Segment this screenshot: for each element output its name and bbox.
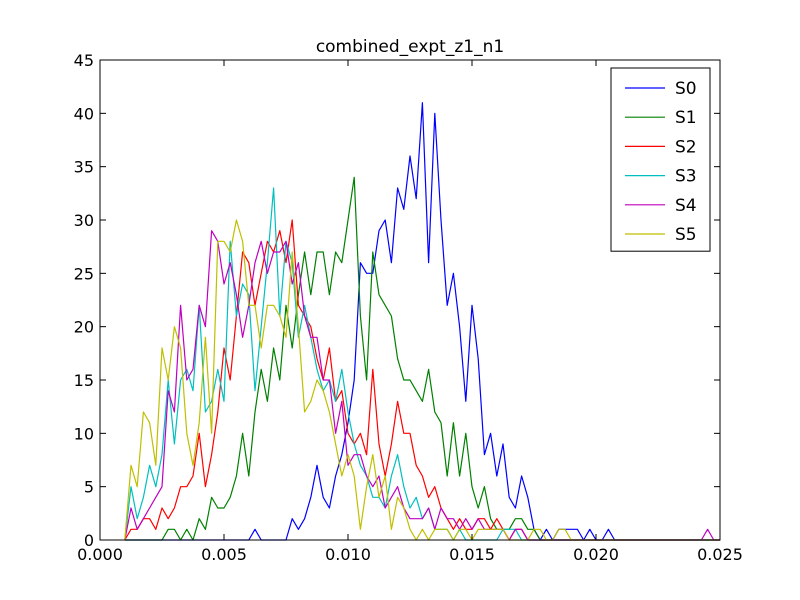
y-tick-label: 25 xyxy=(74,264,94,283)
legend-label-s1: S1 xyxy=(675,108,697,128)
y-tick-label: 45 xyxy=(74,51,94,70)
chart-title: combined_expt_z1_n1 xyxy=(316,37,504,57)
y-tick-label: 10 xyxy=(74,424,94,443)
legend-label-s2: S2 xyxy=(675,137,697,157)
legend-label-s3: S3 xyxy=(675,167,697,187)
y-tick-label: 35 xyxy=(74,158,94,177)
legend-label-s5: S5 xyxy=(675,225,697,245)
y-tick-label: 40 xyxy=(74,104,94,123)
x-tick-label: 0.015 xyxy=(449,545,495,564)
y-tick-label: 20 xyxy=(74,318,94,337)
series-line-s5 xyxy=(124,219,720,541)
legend: S0 S1 S2 S3 S4 S5 xyxy=(610,67,711,252)
x-tick-label: 0.005 xyxy=(201,545,247,564)
y-tick-label: 30 xyxy=(74,211,94,230)
axis-layer: 0.000 0.005 0.010 0.015 0.020 0.025 0 5 10 15 20 25… xyxy=(74,51,743,564)
legend-label-s0: S0 xyxy=(675,79,697,99)
x-tick-label: 0.000 xyxy=(77,545,123,564)
x-tick-label: 0.020 xyxy=(573,545,619,564)
legend-box xyxy=(610,67,711,252)
x-tick-label: 0.010 xyxy=(325,545,371,564)
plot-area-frame xyxy=(99,59,721,541)
legend-label-s4: S4 xyxy=(675,196,697,216)
y-tick-label: 5 xyxy=(84,478,94,497)
x-tick-label: 0.025 xyxy=(697,545,743,564)
y-tick-label: 15 xyxy=(74,371,94,390)
series-line-s2 xyxy=(124,219,720,541)
y-tick-label: 0 xyxy=(84,531,94,550)
series-line-s4 xyxy=(124,230,720,541)
